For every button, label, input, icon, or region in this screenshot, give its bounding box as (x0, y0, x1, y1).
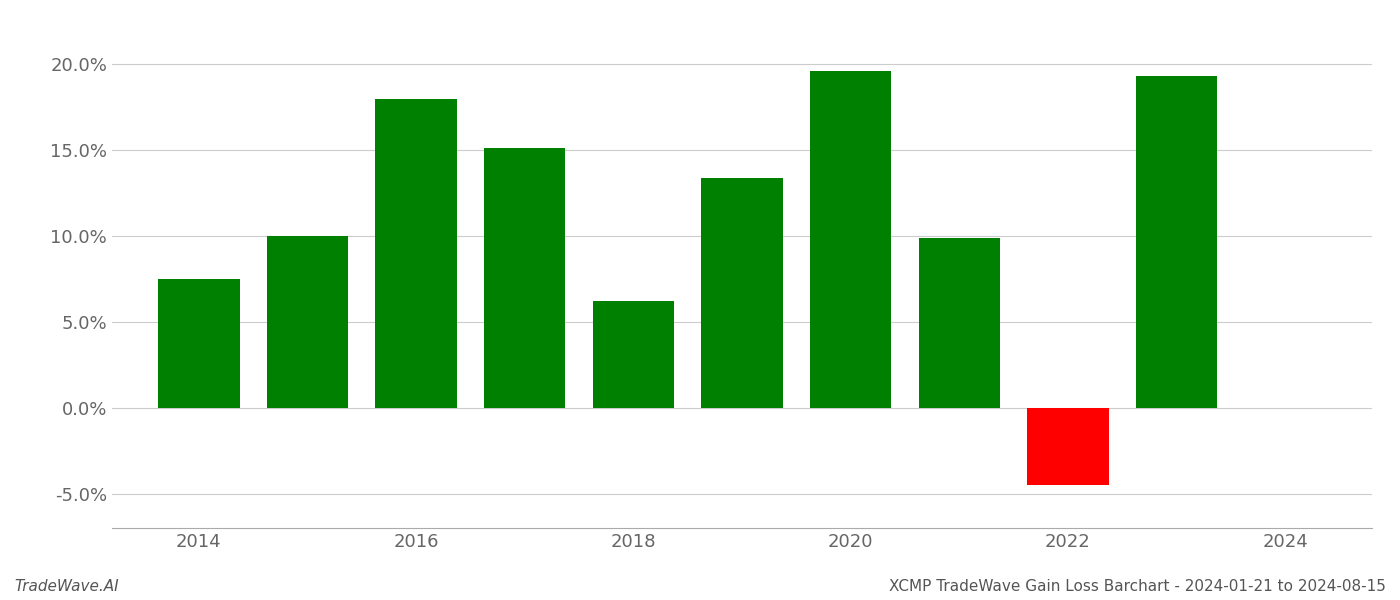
Text: TradeWave.AI: TradeWave.AI (14, 579, 119, 594)
Bar (809, 71, 892, 408)
Bar (592, 301, 675, 408)
Bar (701, 178, 783, 408)
Bar (158, 279, 239, 408)
Bar (1135, 76, 1217, 408)
Bar (918, 238, 1000, 408)
Bar (484, 148, 566, 408)
Bar (375, 98, 456, 408)
Bar (1028, 408, 1109, 485)
Text: XCMP TradeWave Gain Loss Barchart - 2024-01-21 to 2024-08-15: XCMP TradeWave Gain Loss Barchart - 2024… (889, 579, 1386, 594)
Bar (267, 236, 349, 408)
